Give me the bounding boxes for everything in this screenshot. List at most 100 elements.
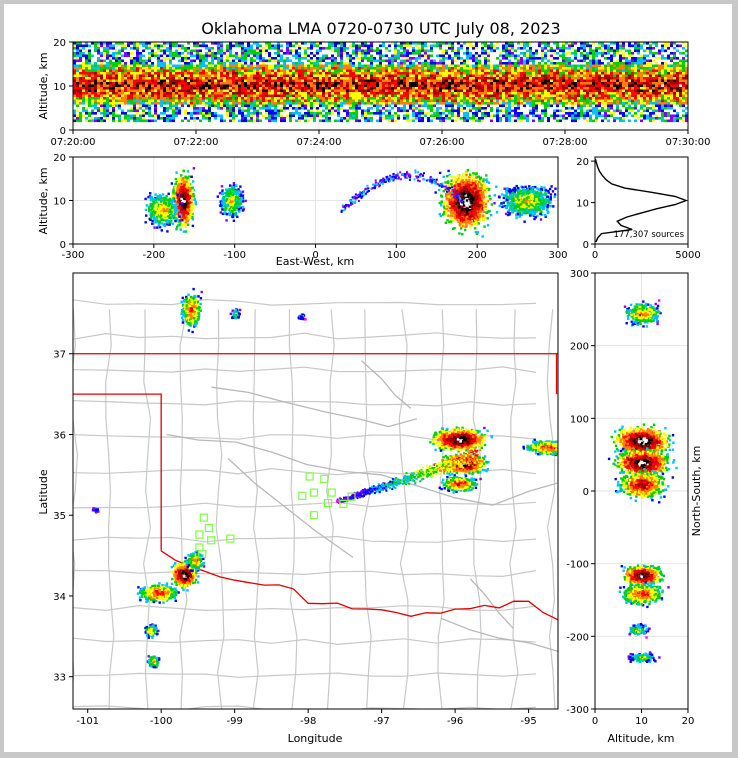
time-tick-label: 07:30:00 [666, 137, 711, 148]
ew-cluster [216, 182, 247, 222]
rivers [166, 360, 558, 652]
altitude-north-south-panel: 0 10 20 -300 -200 -100 0 100 200 300 Altitude, km… [566, 269, 703, 745]
station-marker [298, 491, 307, 500]
time-height-column [493, 44, 496, 118]
time-height-column [556, 42, 559, 123]
time-height-column [547, 42, 550, 123]
time-height-column [601, 42, 604, 123]
time-height-column [634, 42, 637, 123]
ns-tick-label: -100 [566, 560, 589, 571]
map-cluster [146, 655, 161, 669]
time-height-column [469, 42, 472, 120]
time-height-column [676, 44, 679, 123]
time-height-column [394, 42, 397, 123]
ew-tick-label: -200 [142, 250, 165, 261]
time-height-column [211, 42, 214, 118]
ns-cluster [610, 423, 675, 461]
time-height-column [157, 44, 160, 120]
time-height-column [142, 42, 145, 123]
time-height-column [679, 44, 682, 120]
time-height-column [280, 44, 283, 123]
time-height-column [481, 42, 484, 123]
time-height-column [433, 42, 436, 120]
time-height-column [472, 44, 475, 123]
time-height-column [511, 42, 514, 123]
time-tick-label: 07:26:00 [420, 137, 465, 148]
time-height-column [295, 42, 298, 123]
map-ylabel: Latitude [37, 469, 50, 515]
time-height-column [619, 42, 622, 123]
time-height-column [436, 42, 439, 120]
time-tick-label: 07:20:00 [51, 137, 96, 148]
altitude-tick-label: 20 [53, 38, 66, 49]
figure-title: Oklahoma LMA 0720-0730 UTC July 08, 2023 [201, 19, 560, 38]
ns-tick-label: 0 [583, 487, 589, 498]
time-height-column [196, 42, 199, 120]
time-height-column [544, 42, 547, 118]
longitude-tick-label: -95 [520, 716, 536, 727]
time-height-column [508, 42, 511, 123]
time-height-column [442, 42, 445, 123]
ns-tick-label: -200 [566, 632, 589, 643]
map-axes-frame [72, 272, 559, 710]
time-height-column [244, 47, 247, 123]
time-height-column [631, 44, 634, 118]
time-height-column [685, 44, 688, 123]
time-height-column [229, 42, 232, 123]
ew-cluster [144, 192, 184, 233]
time-height-column [460, 44, 463, 120]
ew-tick-label: -300 [62, 250, 85, 261]
time-height-column [364, 42, 367, 123]
time-height-column [649, 42, 652, 123]
time-height-column [85, 42, 88, 123]
time-tick-label: 07:24:00 [297, 137, 342, 148]
time-height-column [337, 42, 340, 123]
time-height-column [448, 42, 451, 120]
time-height-column [391, 42, 394, 123]
time-height-column [445, 42, 448, 120]
time-height-column [388, 44, 391, 123]
time-height-column [595, 47, 598, 123]
altitude-histogram-panel: 0 5000 0 10 20 177,307 sources [576, 156, 701, 261]
time-height-column [130, 42, 133, 120]
time-height-column [529, 42, 532, 115]
time-height-column [121, 42, 124, 123]
time-height-column [598, 42, 601, 118]
time-height-column [259, 44, 262, 123]
time-height-column [412, 42, 415, 123]
count-tick-label: 0 [592, 250, 598, 261]
station-marker [195, 530, 204, 539]
time-height-column [253, 42, 256, 123]
station-marker [347, 492, 356, 501]
east-west-altitude-panel: -300 -200 -100 0 100 200 300 0 10 20 East-West, k… [37, 153, 568, 268]
state-borders [73, 353, 558, 621]
altitude-histogram-curve [594, 158, 689, 243]
time-height-column [559, 47, 562, 123]
time-height-column [220, 42, 223, 123]
time-height-column [235, 42, 238, 118]
map-cluster [184, 550, 206, 572]
longitude-tick-label: -99 [226, 716, 242, 727]
time-height-column [268, 42, 271, 123]
time-height-column [82, 44, 85, 118]
time-height-column [409, 42, 412, 123]
ew-tick-label: 100 [387, 250, 406, 261]
time-height-panel: 07:20:00 07:22:00 07:24:00 07:26:00 07:28:00… [37, 38, 710, 148]
ns-tick-label: -300 [566, 705, 589, 716]
time-height-column [334, 42, 337, 123]
time-height-column [610, 42, 613, 118]
ns-cluster [627, 651, 661, 663]
time-height-column [496, 42, 499, 123]
time-height-column [283, 52, 286, 123]
altitude-tick-label: 10 [635, 716, 648, 727]
time-height-column [376, 47, 379, 123]
time-height-column [265, 42, 268, 120]
time-height-column [562, 42, 565, 120]
map-cluster [229, 308, 242, 320]
time-height-column [232, 44, 235, 123]
time-height-column [553, 42, 556, 120]
time-height-column [478, 54, 481, 123]
time-height-column [289, 42, 292, 123]
time-height-column [520, 42, 523, 123]
time-height-column [127, 42, 130, 123]
